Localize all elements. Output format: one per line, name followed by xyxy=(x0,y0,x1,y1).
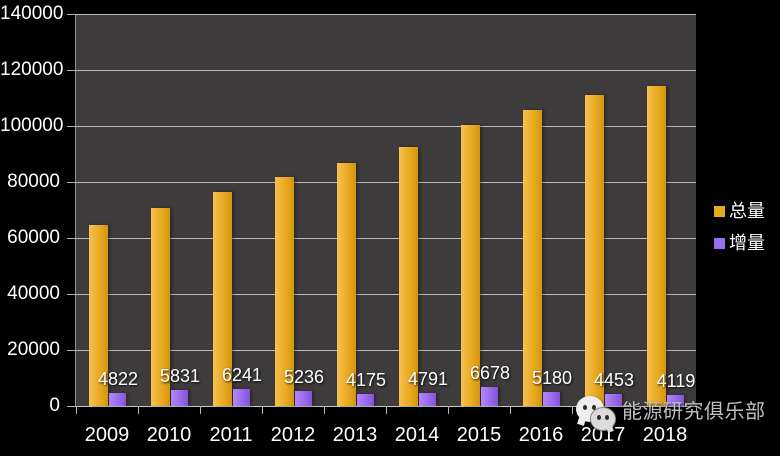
data-label: 4119 xyxy=(656,370,696,391)
bar-increment xyxy=(357,394,374,406)
x-axis-label: 2010 xyxy=(146,424,192,446)
bar-total xyxy=(213,191,232,406)
gridline xyxy=(76,237,696,239)
y-axis-tick xyxy=(67,69,76,71)
data-label: 5831 xyxy=(159,365,201,386)
x-axis-tick xyxy=(572,406,573,414)
x-axis-tick xyxy=(634,406,635,414)
y-axis-tick xyxy=(67,13,76,15)
legend-label-increment: 增量 xyxy=(729,233,765,253)
gridline xyxy=(76,69,696,71)
bar-total xyxy=(523,110,542,406)
y-axis-label: 80000 xyxy=(7,171,60,192)
bar-total xyxy=(275,177,294,406)
bar-total xyxy=(647,86,666,406)
y-axis-tick xyxy=(67,125,76,127)
legend-item-total: 总量 xyxy=(714,202,765,221)
data-label: 4175 xyxy=(345,370,387,391)
x-axis-tick xyxy=(262,406,263,414)
x-axis-label: 2016 xyxy=(518,424,564,446)
x-axis-label: 2015 xyxy=(456,424,502,446)
bar-total xyxy=(151,207,170,406)
watermark: 能源研究俱乐部 xyxy=(574,393,766,433)
y-axis-tick xyxy=(67,237,76,239)
gridline xyxy=(76,293,696,295)
bar-increment xyxy=(481,387,498,406)
gridline xyxy=(76,349,696,351)
y-axis-tick xyxy=(67,349,76,351)
x-axis-tick xyxy=(696,406,697,414)
bar-increment xyxy=(109,392,126,406)
x-axis-tick xyxy=(76,406,77,414)
x-axis-label: 2014 xyxy=(394,424,440,446)
legend: 总量 增量 xyxy=(714,202,765,266)
gridline xyxy=(76,125,696,127)
y-axis-label: 20000 xyxy=(7,339,60,360)
x-axis-tick xyxy=(200,406,201,414)
bar-increment xyxy=(419,392,436,406)
data-label: 5180 xyxy=(531,367,573,388)
y-axis-tick xyxy=(67,293,76,295)
bar-total xyxy=(399,147,418,406)
y-axis-label: 60000 xyxy=(7,227,60,248)
legend-swatch-increment xyxy=(714,238,725,249)
data-label: 4822 xyxy=(97,368,139,389)
y-axis-label: 120000 xyxy=(0,59,64,80)
x-axis-tick xyxy=(138,406,139,414)
y-axis-label: 40000 xyxy=(7,283,60,304)
x-axis-label: 2013 xyxy=(332,424,378,446)
y-axis-tick xyxy=(67,405,76,407)
data-label: 4453 xyxy=(593,369,635,390)
bar-increment xyxy=(543,391,560,406)
legend-swatch-total xyxy=(714,206,725,217)
x-axis-label: 2012 xyxy=(270,424,316,446)
bar-total xyxy=(337,163,356,406)
x-axis-tick xyxy=(448,406,449,414)
y-axis-label: 140000 xyxy=(0,3,64,24)
legend-label-total: 总量 xyxy=(729,201,765,221)
wechat-bubble-small xyxy=(590,407,616,431)
x-axis-label: 2018 xyxy=(642,424,688,446)
bar-increment xyxy=(171,389,188,406)
data-label: 6241 xyxy=(221,364,263,385)
bar-total xyxy=(585,94,604,406)
watermark-text: 能源研究俱乐部 xyxy=(622,401,766,423)
y-axis-label: 100000 xyxy=(0,115,64,136)
bar-increment xyxy=(233,388,250,406)
data-label: 4791 xyxy=(407,368,449,389)
data-label: 5236 xyxy=(283,367,325,388)
gridline xyxy=(76,13,696,15)
wechat-icon xyxy=(574,393,616,433)
bar-increment xyxy=(667,394,684,406)
y-axis-tick xyxy=(67,181,76,183)
x-axis-label: 2017 xyxy=(580,424,626,446)
x-axis-tick xyxy=(324,406,325,414)
bar-increment xyxy=(605,393,622,406)
x-axis-label: 2011 xyxy=(209,424,253,446)
bar-total xyxy=(461,124,480,406)
bar-total xyxy=(89,225,108,406)
x-axis-label: 2009 xyxy=(84,424,130,446)
gridline xyxy=(76,181,696,183)
data-label: 6678 xyxy=(469,363,511,384)
y-axis-label: 0 xyxy=(49,395,60,416)
bar-increment xyxy=(295,391,312,406)
y-axis-line xyxy=(75,14,76,406)
x-axis-tick xyxy=(510,406,511,414)
legend-item-increment: 增量 xyxy=(714,234,765,253)
x-axis-tick xyxy=(386,406,387,414)
